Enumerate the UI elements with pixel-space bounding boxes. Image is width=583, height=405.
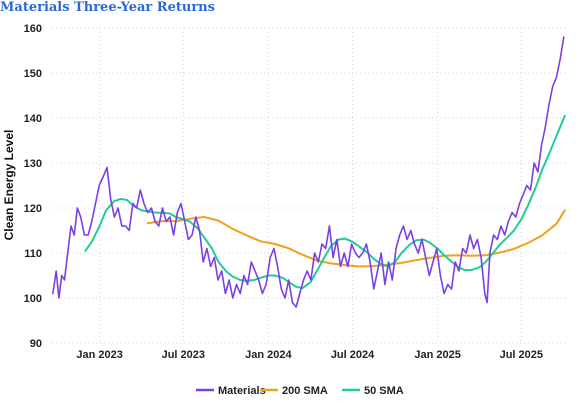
x-axis-ticks: Jan 2023 Jul 2023 Jan 2024 Jul 2024 Jan 2025…: [76, 349, 543, 361]
series-line-materials: [52, 36, 565, 308]
legend-label: 50 SMA: [364, 385, 404, 397]
y-tick-label: 160: [24, 23, 42, 35]
y-tick-label: 100: [24, 293, 42, 305]
gridlines: [52, 27, 568, 344]
y-tick-label: 150: [24, 68, 42, 80]
y-axis-ticks: 90 100 110 120 130 140 150 160: [24, 23, 42, 350]
legend-label: Materials: [218, 385, 266, 397]
legend: Materials 200 SMA 50 SMA: [196, 385, 404, 397]
x-tick-label: Jan 2025: [414, 349, 460, 361]
series-line-200-sma: [146, 209, 566, 268]
y-tick-label: 120: [24, 203, 42, 215]
x-tick-label: Jul 2023: [162, 349, 205, 361]
y-tick-label: 90: [30, 338, 42, 350]
y-axis-label: Clean Energy Level: [2, 130, 16, 241]
x-tick-label: Jan 2023: [76, 349, 122, 361]
x-tick-label: Jul 2024: [331, 349, 375, 361]
y-tick-label: 110: [24, 248, 42, 260]
y-tick-label: 140: [24, 113, 42, 125]
legend-label: 200 SMA: [282, 385, 328, 397]
y-tick-label: 130: [24, 158, 42, 170]
x-tick-label: Jul 2025: [500, 349, 543, 361]
series-lines: [52, 36, 566, 308]
chart-title: Materials Three-Year Returns: [0, 0, 215, 15]
x-tick-label: Jan 2024: [245, 349, 292, 361]
